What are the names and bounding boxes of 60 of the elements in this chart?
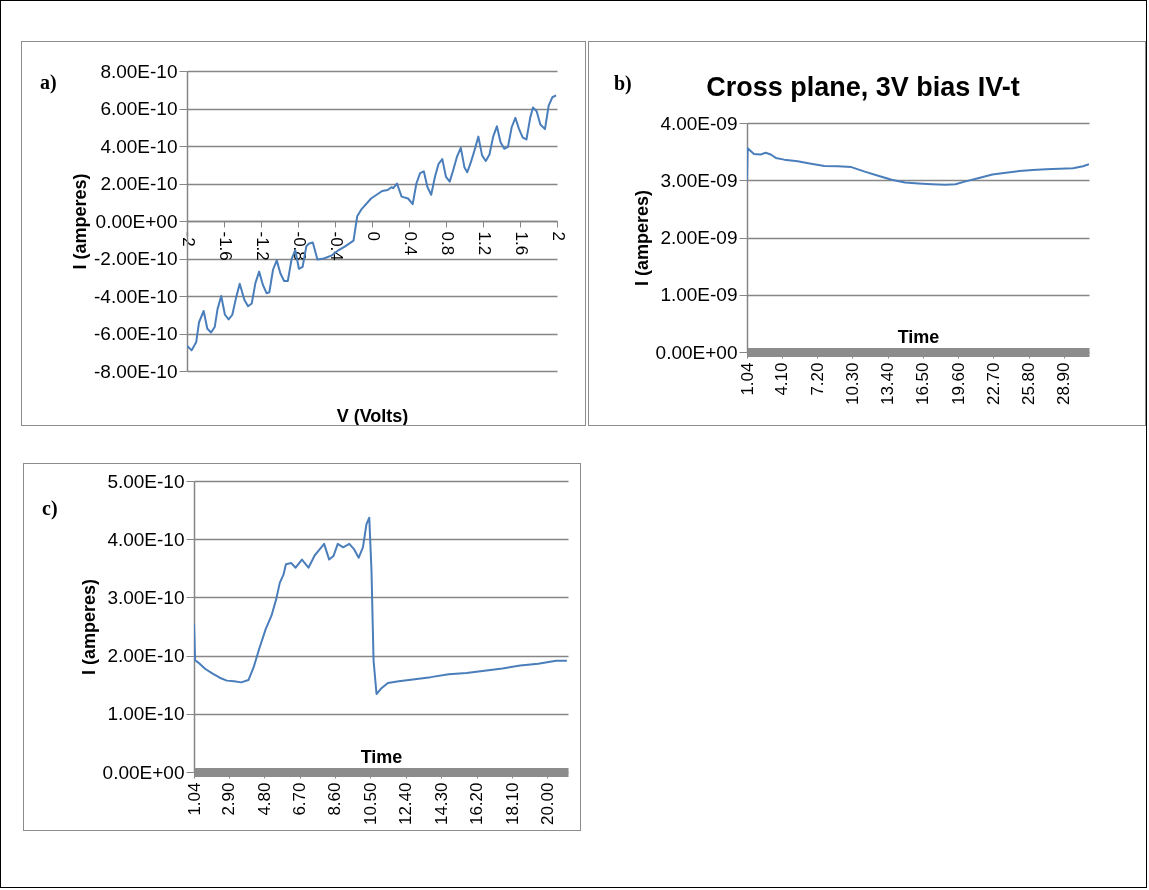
x-tick-label: 8.60 (325, 782, 345, 816)
x-tick-label: 4.80 (254, 782, 274, 816)
x-tick-label: 2.90 (219, 782, 239, 816)
y-tick-label: 2.00E-10 (100, 173, 178, 194)
y-tick-label: 1.00E-09 (660, 284, 738, 306)
y-tick-label: 3.00E-10 (107, 586, 185, 608)
y-tick-label: 2.00E-09 (660, 227, 738, 248)
x-tick-label: 10.30 (842, 362, 862, 406)
y-tick-label: 4.00E-09 (660, 112, 738, 134)
x-tick-label: 2 (548, 231, 568, 241)
x-tick-label: 1.2 (474, 231, 494, 256)
x-tick-label: 1.6 (511, 231, 531, 256)
x-tick-label: 1.04 (737, 362, 757, 396)
y-tick-label: 0.00E+00 (95, 210, 178, 232)
y-tick-label: -4.00E-10 (94, 285, 178, 307)
x-axis-title: Time (897, 326, 940, 347)
y-tick-label: 2.00E-10 (107, 645, 185, 667)
x-tick-label: 16.50 (913, 362, 933, 406)
x-axis-title: Time (360, 746, 403, 767)
x-tick-label: 16.20 (467, 782, 487, 826)
y-tick-label: -6.00E-10 (94, 323, 178, 344)
x-tick-label: 6.70 (290, 782, 310, 816)
x-tick-label: 0.4 (400, 231, 420, 256)
y-axis-title: I (amperes) (70, 173, 91, 270)
x-tick-label: 22.70 (983, 362, 1003, 406)
x-tick-label: -1.2 (252, 231, 272, 261)
x-tick-label: 12.40 (396, 782, 416, 826)
y-tick-label: 4.00E-10 (107, 528, 185, 550)
x-tick-label: 10.50 (360, 782, 380, 826)
x-axis-title: V (Volts) (336, 405, 409, 426)
x-tick-label: -1.6 (215, 231, 235, 261)
x-tick-label: 25.80 (1019, 362, 1039, 406)
y-tick-label: 6.00E-10 (100, 98, 178, 119)
y-tick-label: 1.00E-10 (107, 703, 185, 725)
x-tick-label: 20.00 (537, 782, 557, 826)
x-tick-label: 28.90 (1054, 362, 1074, 406)
y-axis-title: I (amperes) (78, 578, 99, 676)
x-tick-label: 4.10 (772, 362, 792, 396)
x-tick-label: -0.4 (326, 231, 346, 261)
x-tick-label: 13.40 (878, 362, 898, 406)
y-tick-label: -8.00E-10 (94, 360, 178, 382)
text: b) (614, 72, 632, 95)
y-tick-label: 5.00E-10 (107, 470, 185, 492)
y-tick-label: 8.00E-10 (100, 60, 178, 82)
x-tick-label: 18.10 (502, 782, 522, 826)
text: a) (40, 71, 57, 94)
y-tick-label: 3.00E-09 (660, 169, 738, 191)
x-tick-label: 19.60 (948, 362, 968, 406)
y-tick-label: 0.00E+00 (655, 341, 738, 363)
y-axis-title: I (amperes) (631, 189, 652, 287)
y-tick-label: -2.00E-10 (94, 248, 178, 269)
y-tick-label: 4.00E-10 (100, 135, 178, 157)
x-tick-label: 0.8 (437, 231, 457, 256)
y-tick-label: 0.00E+00 (102, 761, 185, 783)
text: c) (42, 497, 58, 520)
x-tick-label: 7.20 (807, 362, 827, 396)
x-tick-label: 0 (363, 231, 383, 241)
x-tick-label: 14.30 (431, 782, 451, 826)
x-tick-label: 1.04 (184, 782, 204, 816)
chart-title: Cross plane, 3V bias IV-t (706, 72, 1020, 102)
